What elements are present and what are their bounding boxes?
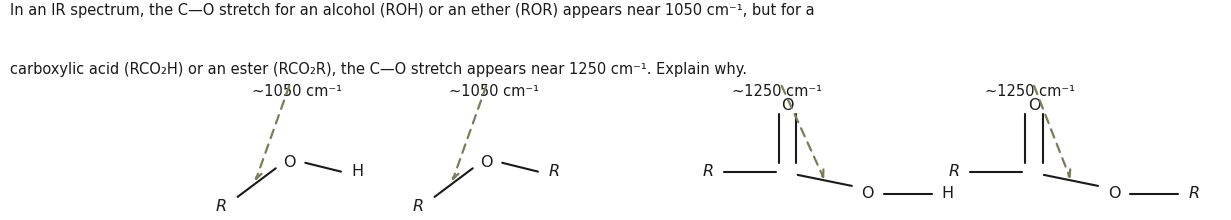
Text: R: R xyxy=(548,164,560,179)
Text: ~1250 cm⁻¹: ~1250 cm⁻¹ xyxy=(732,84,822,99)
Text: O: O xyxy=(862,186,874,201)
Text: H: H xyxy=(942,186,954,201)
Text: R: R xyxy=(948,164,960,179)
Text: O: O xyxy=(782,98,794,113)
Text: ~1250 cm⁻¹: ~1250 cm⁻¹ xyxy=(985,84,1075,99)
Text: O: O xyxy=(480,155,492,170)
Text: O: O xyxy=(1028,98,1040,113)
Text: carboxylic acid (RCO₂H) or an ester (RCO₂R), the C—O stretch appears near 1250 c: carboxylic acid (RCO₂H) or an ester (RCO… xyxy=(10,62,747,77)
Text: O: O xyxy=(1108,186,1120,201)
Text: R: R xyxy=(1188,186,1200,201)
Text: R: R xyxy=(412,199,425,214)
Text: R: R xyxy=(215,199,228,214)
Text: ~1050 cm⁻¹: ~1050 cm⁻¹ xyxy=(449,84,539,99)
Text: In an IR spectrum, the C—O stretch for an alcohol (ROH) or an ether (ROR) appear: In an IR spectrum, the C—O stretch for a… xyxy=(10,3,815,18)
Text: R: R xyxy=(702,164,714,179)
Text: H: H xyxy=(351,164,363,179)
Text: ~1050 cm⁻¹: ~1050 cm⁻¹ xyxy=(252,84,342,99)
Text: O: O xyxy=(283,155,295,170)
